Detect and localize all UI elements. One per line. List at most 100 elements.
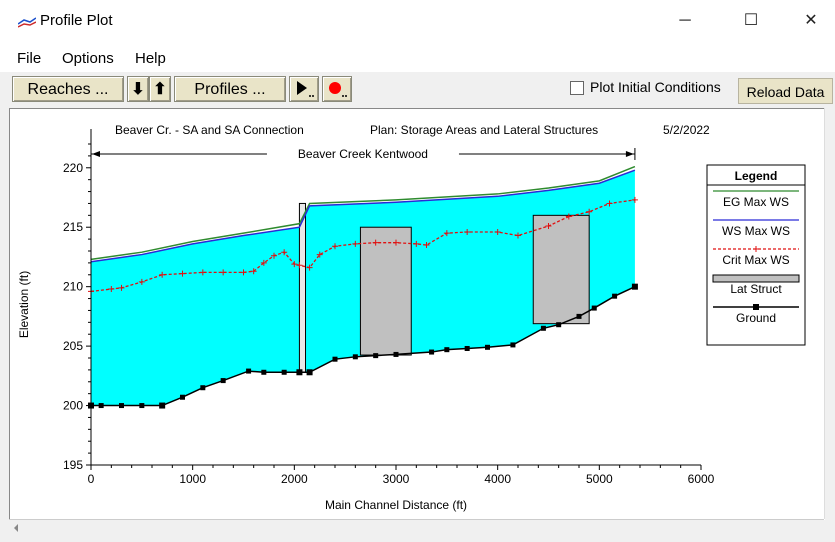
- ground-point: [591, 305, 597, 311]
- crit-point: [220, 269, 227, 276]
- bridge-structure: [298, 202, 307, 373]
- reload-data-button[interactable]: Reload Data: [738, 78, 833, 104]
- minimize-button[interactable]: ─: [679, 12, 691, 29]
- reaches-button[interactable]: Reaches ...: [12, 76, 124, 102]
- crit-point: [606, 200, 613, 207]
- ground-point: [373, 353, 379, 359]
- crit-point: [352, 240, 359, 247]
- up-arrow-button[interactable]: ⬆: [149, 76, 171, 102]
- ground-point: [352, 354, 358, 360]
- animate-button[interactable]: [289, 76, 319, 102]
- profiles-button[interactable]: Profiles ...: [174, 76, 286, 102]
- horizontal-scrollbar[interactable]: [9, 519, 824, 537]
- x-tick-label: 5000: [586, 472, 613, 486]
- y-axis-label: Elevation (ft): [17, 271, 31, 338]
- toolbar: Reaches ... ⬇ ⬆ Profiles ...: [0, 72, 835, 106]
- y-tick-label: 200: [63, 399, 83, 413]
- ground-point: [332, 356, 338, 362]
- ground-point: [98, 403, 104, 409]
- crit-point: [250, 268, 257, 275]
- y-tick-label: 210: [63, 280, 83, 294]
- menu-options[interactable]: Options: [62, 50, 114, 67]
- x-tick-label: 0: [88, 472, 95, 486]
- ground-point: [119, 403, 124, 409]
- crit-point: [179, 270, 186, 277]
- menu-file[interactable]: File: [17, 50, 42, 67]
- crit-point: [586, 208, 593, 215]
- crit-point: [316, 251, 323, 258]
- legend-box: [706, 164, 806, 346]
- legend-label: EG Max WS: [723, 195, 789, 209]
- lat-struct-1: [359, 226, 412, 356]
- legend-label: Lat Struct: [730, 282, 782, 296]
- plot-initial-conditions-label: Plot Initial Conditions: [590, 79, 721, 95]
- play-icon: [297, 81, 314, 97]
- lat-struct-2: [532, 214, 590, 325]
- plot-initial-conditions-checkbox[interactable]: [570, 81, 584, 95]
- legend-title: Legend: [735, 169, 778, 183]
- maximize-button[interactable]: ☐: [743, 12, 759, 29]
- ground-point: [281, 369, 287, 375]
- ground-point: [246, 368, 252, 374]
- ground-point: [485, 344, 490, 350]
- crit-point: [464, 228, 471, 235]
- close-button[interactable]: ✕: [804, 12, 818, 29]
- reach-label-bg: [266, 145, 459, 163]
- crit-point: [393, 239, 399, 246]
- legend-label: Ground: [736, 311, 776, 325]
- series-crit-line: [90, 199, 636, 293]
- ground-point: [296, 369, 303, 376]
- ground-point: [393, 351, 399, 357]
- plot-header-plan: Plan: Storage Areas and Lateral Structur…: [370, 123, 598, 137]
- series-eg-line: [90, 165, 636, 261]
- scroll-left-arrow-icon: [14, 524, 18, 532]
- crit-point: [413, 240, 420, 247]
- x-tick-label: 1000: [179, 472, 206, 486]
- y-tick-label: 195: [63, 458, 83, 472]
- ground-point: [180, 394, 185, 400]
- crit-point: [199, 269, 206, 276]
- x-tick-label: 2000: [281, 472, 308, 486]
- ground-point: [556, 322, 562, 328]
- crit-point: [631, 196, 638, 203]
- ground-point: [540, 325, 546, 331]
- crit-point: [443, 230, 450, 237]
- crit-point: [494, 228, 501, 235]
- series-ground-line: [91, 285, 636, 407]
- plot-header-title: Beaver Cr. - SA and SA Connection: [115, 123, 304, 137]
- ground-point: [220, 378, 226, 384]
- crit-point: [296, 262, 303, 269]
- record-button[interactable]: [322, 76, 352, 102]
- y-tick-label: 205: [63, 339, 83, 353]
- crit-point: [108, 286, 115, 293]
- ground-point: [444, 347, 450, 353]
- y-tick-label: 215: [63, 220, 83, 234]
- crit-point: [372, 239, 379, 246]
- ground-point: [631, 283, 638, 290]
- crit-point: [260, 259, 267, 266]
- menu-bar: File Options Help: [0, 42, 835, 72]
- x-axis-label: Main Channel Distance (ft): [325, 498, 467, 512]
- ground-point: [139, 403, 145, 409]
- ground-point: [576, 313, 582, 319]
- crit-point: [271, 252, 277, 259]
- down-arrow-button[interactable]: ⬇: [127, 76, 149, 102]
- legend-swatch-marker: [753, 304, 759, 310]
- reach-label: Beaver Creek Kentwood: [298, 147, 428, 161]
- legend-label: Crit Max WS: [722, 253, 789, 267]
- crit-point: [291, 261, 298, 268]
- ground-point: [200, 385, 206, 391]
- record-icon: [329, 82, 347, 97]
- profile-plot-app-icon: [18, 17, 36, 28]
- legend-label: WS Max WS: [722, 224, 790, 238]
- vertical-scrollbar[interactable]: [824, 108, 835, 519]
- crit-point: [306, 264, 313, 271]
- menu-help[interactable]: Help: [135, 50, 166, 67]
- crit-point: [515, 232, 521, 239]
- ground-point: [261, 369, 267, 375]
- ground-point: [612, 293, 618, 299]
- crit-point: [118, 284, 125, 291]
- crit-point: [423, 242, 430, 249]
- profile-chart: Beaver Cr. - SA and SA Connection Plan: …: [17, 123, 806, 512]
- ground-point: [159, 402, 166, 409]
